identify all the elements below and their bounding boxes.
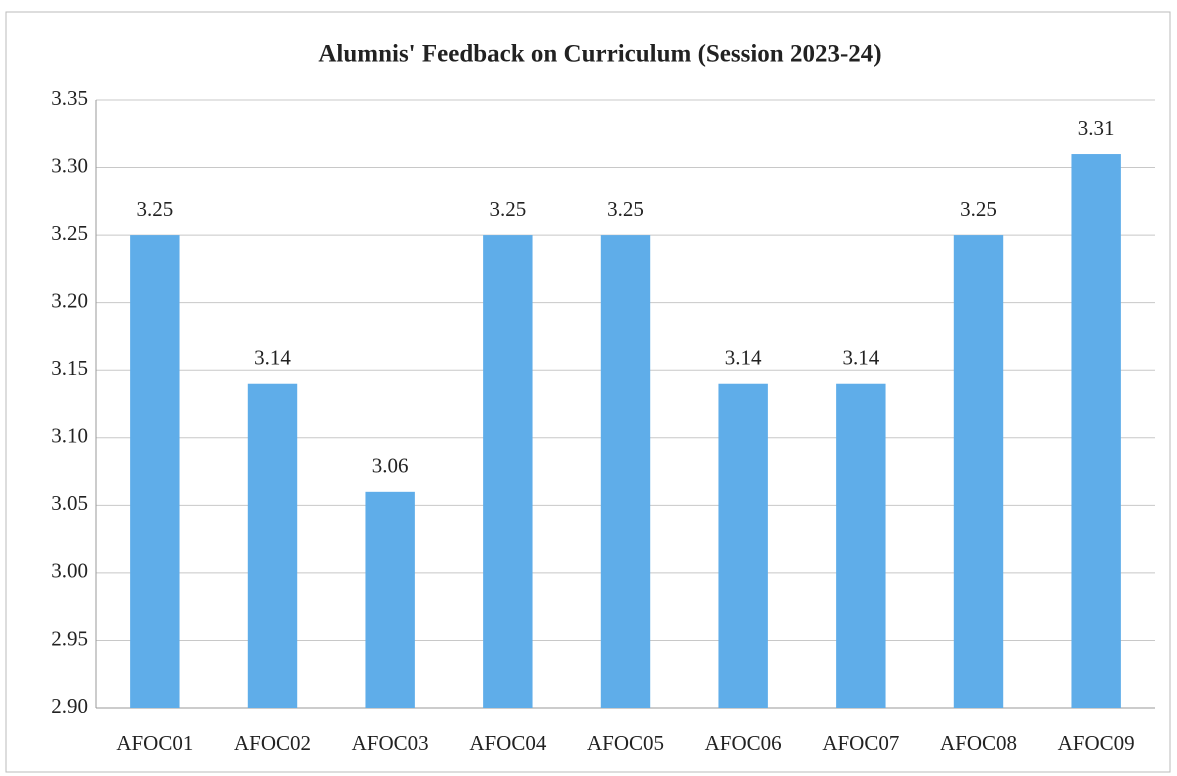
data-label: 3.14: [254, 346, 291, 370]
y-tick-label: 3.15: [51, 356, 88, 380]
y-tick-label: 3.20: [51, 288, 88, 312]
bar: [953, 235, 1004, 708]
y-tick-label: 3.05: [51, 491, 88, 515]
x-tick-label: AFOC03: [352, 731, 429, 755]
bar: [365, 491, 415, 708]
bar: [600, 235, 651, 708]
y-tick-label: 2.95: [51, 626, 88, 650]
y-tick-label: 3.25: [51, 221, 88, 245]
y-tick-label: 3.00: [51, 559, 88, 583]
y-tick-label: 3.30: [51, 153, 88, 177]
x-tick-label: AFOC05: [587, 731, 664, 755]
x-tick-label: AFOC07: [822, 731, 899, 755]
data-label: 3.14: [842, 346, 879, 370]
data-label: 3.25: [607, 197, 644, 221]
bar: [483, 235, 533, 708]
chart-title: Alumnis' Feedback on Curriculum (Session…: [318, 41, 881, 68]
bar: [130, 235, 180, 708]
data-label: 3.25: [960, 197, 997, 221]
x-tick-label: AFOC04: [469, 731, 547, 755]
x-tick-label: AFOC09: [1058, 731, 1135, 755]
bar: [1071, 154, 1121, 709]
x-tick-label: AFOC02: [234, 731, 311, 755]
y-tick-label: 3.10: [51, 424, 88, 448]
y-tick-label: 3.35: [51, 86, 88, 110]
x-tick-label: AFOC01: [116, 731, 193, 755]
bar: [718, 383, 768, 708]
data-label: 3.14: [725, 346, 762, 370]
y-tick-label: 2.90: [51, 694, 88, 718]
bar: [247, 383, 298, 708]
bar: [836, 383, 886, 708]
data-label: 3.31: [1078, 116, 1115, 140]
x-tick-label: AFOC08: [940, 731, 1017, 755]
data-label: 3.06: [372, 454, 409, 478]
data-label: 3.25: [489, 197, 526, 221]
x-tick-label: AFOC06: [705, 731, 782, 755]
data-label: 3.25: [136, 197, 173, 221]
